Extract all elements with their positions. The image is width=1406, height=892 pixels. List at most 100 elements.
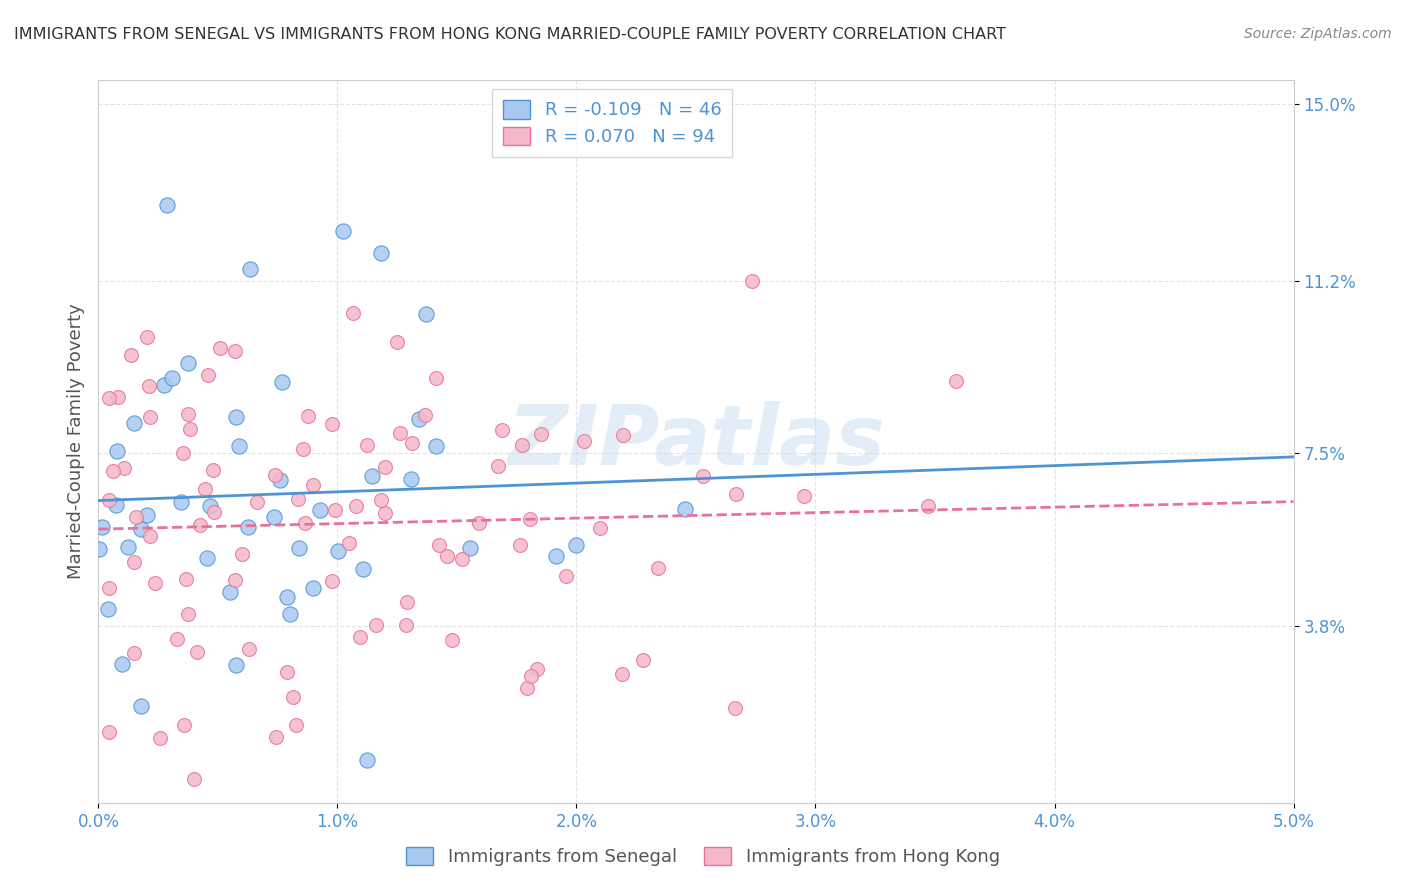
Y-axis label: Married-Couple Family Poverty: Married-Couple Family Poverty	[66, 303, 84, 580]
Point	[631, 653, 654, 667]
Point	[332, 224, 354, 238]
Point	[458, 541, 481, 555]
Point	[554, 569, 576, 583]
Text: IMMIGRANTS FROM SENEGAL VS IMMIGRANTS FROM HONG KONG MARRIED-COUPLE FAMILY POVER: IMMIGRANTS FROM SENEGAL VS IMMIGRANTS FR…	[14, 27, 1007, 42]
Point	[520, 669, 543, 683]
Point	[612, 427, 634, 442]
Point	[105, 498, 128, 512]
Point	[224, 344, 246, 359]
Point	[179, 422, 201, 436]
Point	[344, 499, 367, 513]
Point	[360, 469, 382, 483]
Point	[356, 754, 378, 768]
Point	[285, 718, 308, 732]
Point	[389, 425, 412, 440]
Point	[451, 552, 474, 566]
Point	[288, 541, 311, 555]
Point	[509, 538, 531, 552]
Point	[143, 576, 166, 591]
Point	[321, 574, 343, 588]
Point	[122, 646, 145, 660]
Point	[647, 561, 669, 575]
Point	[673, 502, 696, 516]
Legend: R = -0.109   N = 46, R = 0.070   N = 94: R = -0.109 N = 46, R = 0.070 N = 94	[492, 89, 733, 157]
Point	[297, 409, 319, 424]
Point	[589, 521, 612, 535]
Point	[264, 731, 287, 745]
Point	[519, 512, 541, 526]
Point	[352, 561, 374, 575]
Point	[97, 601, 120, 615]
Point	[945, 374, 967, 388]
Point	[467, 516, 489, 530]
Point	[396, 595, 419, 609]
Point	[197, 368, 219, 383]
Point	[374, 460, 396, 475]
Point	[415, 307, 437, 321]
Point	[195, 551, 218, 566]
Point	[692, 469, 714, 483]
Point	[139, 529, 162, 543]
Point	[183, 772, 205, 787]
Point	[174, 572, 197, 586]
Point	[374, 506, 396, 520]
Point	[89, 541, 111, 556]
Point	[186, 645, 208, 659]
Point	[156, 198, 179, 212]
Point	[425, 371, 447, 385]
Point	[160, 370, 183, 384]
Point	[294, 516, 316, 530]
Point	[238, 642, 260, 657]
Point	[98, 725, 121, 739]
Point	[917, 499, 939, 513]
Point	[177, 607, 200, 622]
Point	[271, 375, 294, 389]
Point	[105, 444, 128, 458]
Point	[190, 517, 212, 532]
Point	[370, 245, 392, 260]
Point	[91, 520, 114, 534]
Point	[276, 590, 298, 604]
Point	[486, 459, 509, 474]
Point	[301, 581, 323, 595]
Point	[793, 489, 815, 503]
Point	[287, 491, 309, 506]
Point	[153, 378, 176, 392]
Point	[302, 477, 325, 491]
Point	[117, 540, 139, 554]
Point	[610, 667, 633, 681]
Point	[219, 585, 242, 599]
Point	[565, 539, 588, 553]
Point	[136, 330, 159, 344]
Point	[177, 407, 200, 421]
Point	[440, 633, 463, 648]
Point	[724, 701, 747, 715]
Point	[208, 341, 231, 355]
Point	[269, 473, 291, 487]
Point	[225, 409, 247, 424]
Point	[225, 657, 247, 672]
Point	[544, 549, 567, 563]
Point	[228, 439, 250, 453]
Point	[526, 662, 548, 676]
Point	[129, 523, 152, 537]
Point	[436, 549, 458, 564]
Point	[138, 378, 160, 392]
Point	[323, 503, 346, 517]
Point	[366, 617, 388, 632]
Point	[246, 495, 269, 509]
Point	[530, 427, 553, 442]
Point	[202, 505, 225, 519]
Point	[136, 508, 159, 523]
Point	[110, 657, 132, 671]
Point	[97, 581, 120, 595]
Point	[177, 356, 200, 370]
Point	[236, 520, 259, 534]
Point	[429, 538, 451, 552]
Point	[124, 509, 146, 524]
Point	[408, 412, 430, 426]
Point	[107, 390, 129, 404]
Point	[170, 494, 193, 508]
Point	[724, 487, 747, 501]
Point	[139, 410, 162, 425]
